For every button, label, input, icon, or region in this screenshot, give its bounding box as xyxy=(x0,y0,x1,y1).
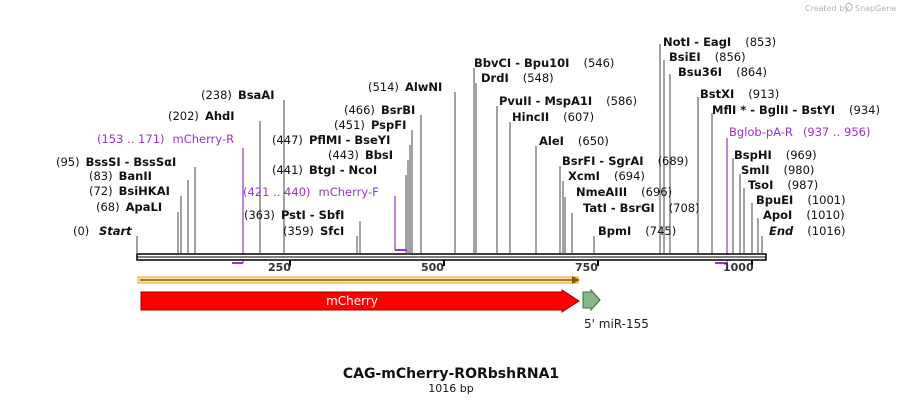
site-apali: (68) ApaLI xyxy=(96,200,162,214)
primer-bglob-pa-r: Bglob-pA-R (937 .. 956) xyxy=(715,125,870,264)
site-bsiei: BsiEI (856) xyxy=(669,50,746,64)
site-bsihkai: (72) BsiHKAI xyxy=(89,184,170,198)
site-bsaai: (238) BsaAI xyxy=(201,88,275,102)
site-pvuii-mspa1i: PvuII - MspA1I (586) xyxy=(499,94,637,108)
svg-text:750: 750 xyxy=(575,261,598,274)
primer-name: mCherry-R xyxy=(173,132,235,146)
primer-range: (937 .. 956) xyxy=(803,125,871,139)
snapgene-credit: Created by SnapGene xyxy=(805,2,896,13)
tick-750: 750 xyxy=(575,260,599,274)
site-bsssi: (95) BssSI - BssSαI xyxy=(56,155,176,169)
site-xcmi: XcmI (694) xyxy=(568,169,645,183)
site-alwni: (514) AlwNI xyxy=(368,80,442,94)
primer-name: Bglob-pA-R xyxy=(729,125,793,139)
site-bpmi: BpmI (745) xyxy=(598,224,676,238)
site-bsu36i: Bsu36I (864) xyxy=(678,65,767,79)
site-end: End (1016) xyxy=(769,224,846,238)
svg-text:(153 .. 171)mCherry-R: (153 .. 171) mCherry-R xyxy=(97,132,234,146)
site-smli: SmlI (980) xyxy=(741,163,814,177)
site-leader-lines xyxy=(136,44,763,253)
primer-mcherry-r: (153 .. 171) mCherry-R xyxy=(97,132,244,264)
site-sfci: (359) SfcI xyxy=(283,224,344,238)
svg-text:Bglob-pA-R(937 .. 956): Bglob-pA-R (937 .. 956) xyxy=(729,125,870,139)
credit-created-by: Created by xyxy=(805,4,849,13)
feature-track: mCherry 5' miR-155 xyxy=(140,288,649,331)
site-noti-eagi: NotI - EagI (853) xyxy=(663,35,776,49)
primer-name: mCherry-F xyxy=(319,185,379,199)
credit-brand: SnapGene xyxy=(855,4,896,13)
site-bbsi: (443) BbsI xyxy=(328,148,393,162)
site-pspfi: (451) PspFI xyxy=(334,118,406,132)
site-pflmi-bseyi: (447) PflMI - BseYI xyxy=(272,133,390,147)
tick-500: 500 xyxy=(421,260,445,274)
site-alei: AleI (650) xyxy=(539,134,609,148)
site-tati-bsrgi: TatI - BsrGI (708) xyxy=(583,201,700,215)
svg-text:(421 .. 440)mCherry-F: (421 .. 440) mCherry-F xyxy=(243,185,379,199)
map-length: 1016 bp xyxy=(428,382,473,395)
site-ahdi: (202) AhdI xyxy=(168,109,235,123)
site-bsrbi: (466) BsrBI xyxy=(344,103,415,117)
tick-1000: 1000 xyxy=(723,260,754,274)
site-bstxi: BstXI (913) xyxy=(700,87,779,101)
tick-250: 250 xyxy=(268,260,291,274)
site-mfli-bglii-bstyi: MflI * - BglII - BstYI (934) xyxy=(712,103,880,117)
primer-mcherry-f: (421 .. 440) mCherry-F xyxy=(243,185,407,251)
site-nmeaiii: NmeAIII (696) xyxy=(576,185,672,199)
axis-ticks: 250 500 750 1000 xyxy=(268,260,754,274)
feature-5-mir-155[interactable]: 5' miR-155 xyxy=(582,288,649,331)
snapgene-logo-icon xyxy=(845,2,853,12)
primer-range: (153 .. 171) xyxy=(97,132,165,146)
site-bbvci-bpu10i: BbvCI - Bpu10I (546) xyxy=(474,56,614,70)
svg-text:250: 250 xyxy=(268,261,291,274)
map-title: CAG-mCherry-RORbshRNA1 xyxy=(343,366,559,382)
site-start: (0) Start xyxy=(73,224,132,238)
feature-label: mCherry xyxy=(326,294,378,308)
feature-label: 5' miR-155 xyxy=(584,317,649,331)
sequence-backbone xyxy=(136,253,767,261)
site-apoi: ApoI (1010) xyxy=(763,208,845,222)
site-bsphi: BspHI (969) xyxy=(734,148,817,162)
orf-arrow xyxy=(137,276,580,284)
site-hincii: HincII (607) xyxy=(512,110,594,124)
primer-annotations: (153 .. 171) mCherry-R (421 .. 440) mCherr… xyxy=(97,125,870,264)
primer-range: (421 .. 440) xyxy=(243,185,311,199)
site-bsrfi-sgrai: BsrFI - SgrAI (689) xyxy=(562,154,689,168)
feature-mcherry[interactable]: mCherry xyxy=(140,289,580,313)
restriction-site-labels: (0) Start (68) ApaLI (72) BsiHKAI (83) BanI… xyxy=(56,35,880,238)
site-drdi: DrdI (548) xyxy=(481,71,554,85)
site-banii: (83) BanII xyxy=(89,169,152,183)
svg-text:1000: 1000 xyxy=(723,261,754,274)
svg-text:500: 500 xyxy=(421,261,444,274)
site-bpuei: BpuEI (1001) xyxy=(756,193,846,207)
site-psti-sbfi: (363) PstI - SbfI xyxy=(244,208,344,222)
site-btgi-ncoi: (441) BtgI - NcoI xyxy=(272,163,377,177)
site-tsoi: TsoI (987) xyxy=(748,178,818,192)
